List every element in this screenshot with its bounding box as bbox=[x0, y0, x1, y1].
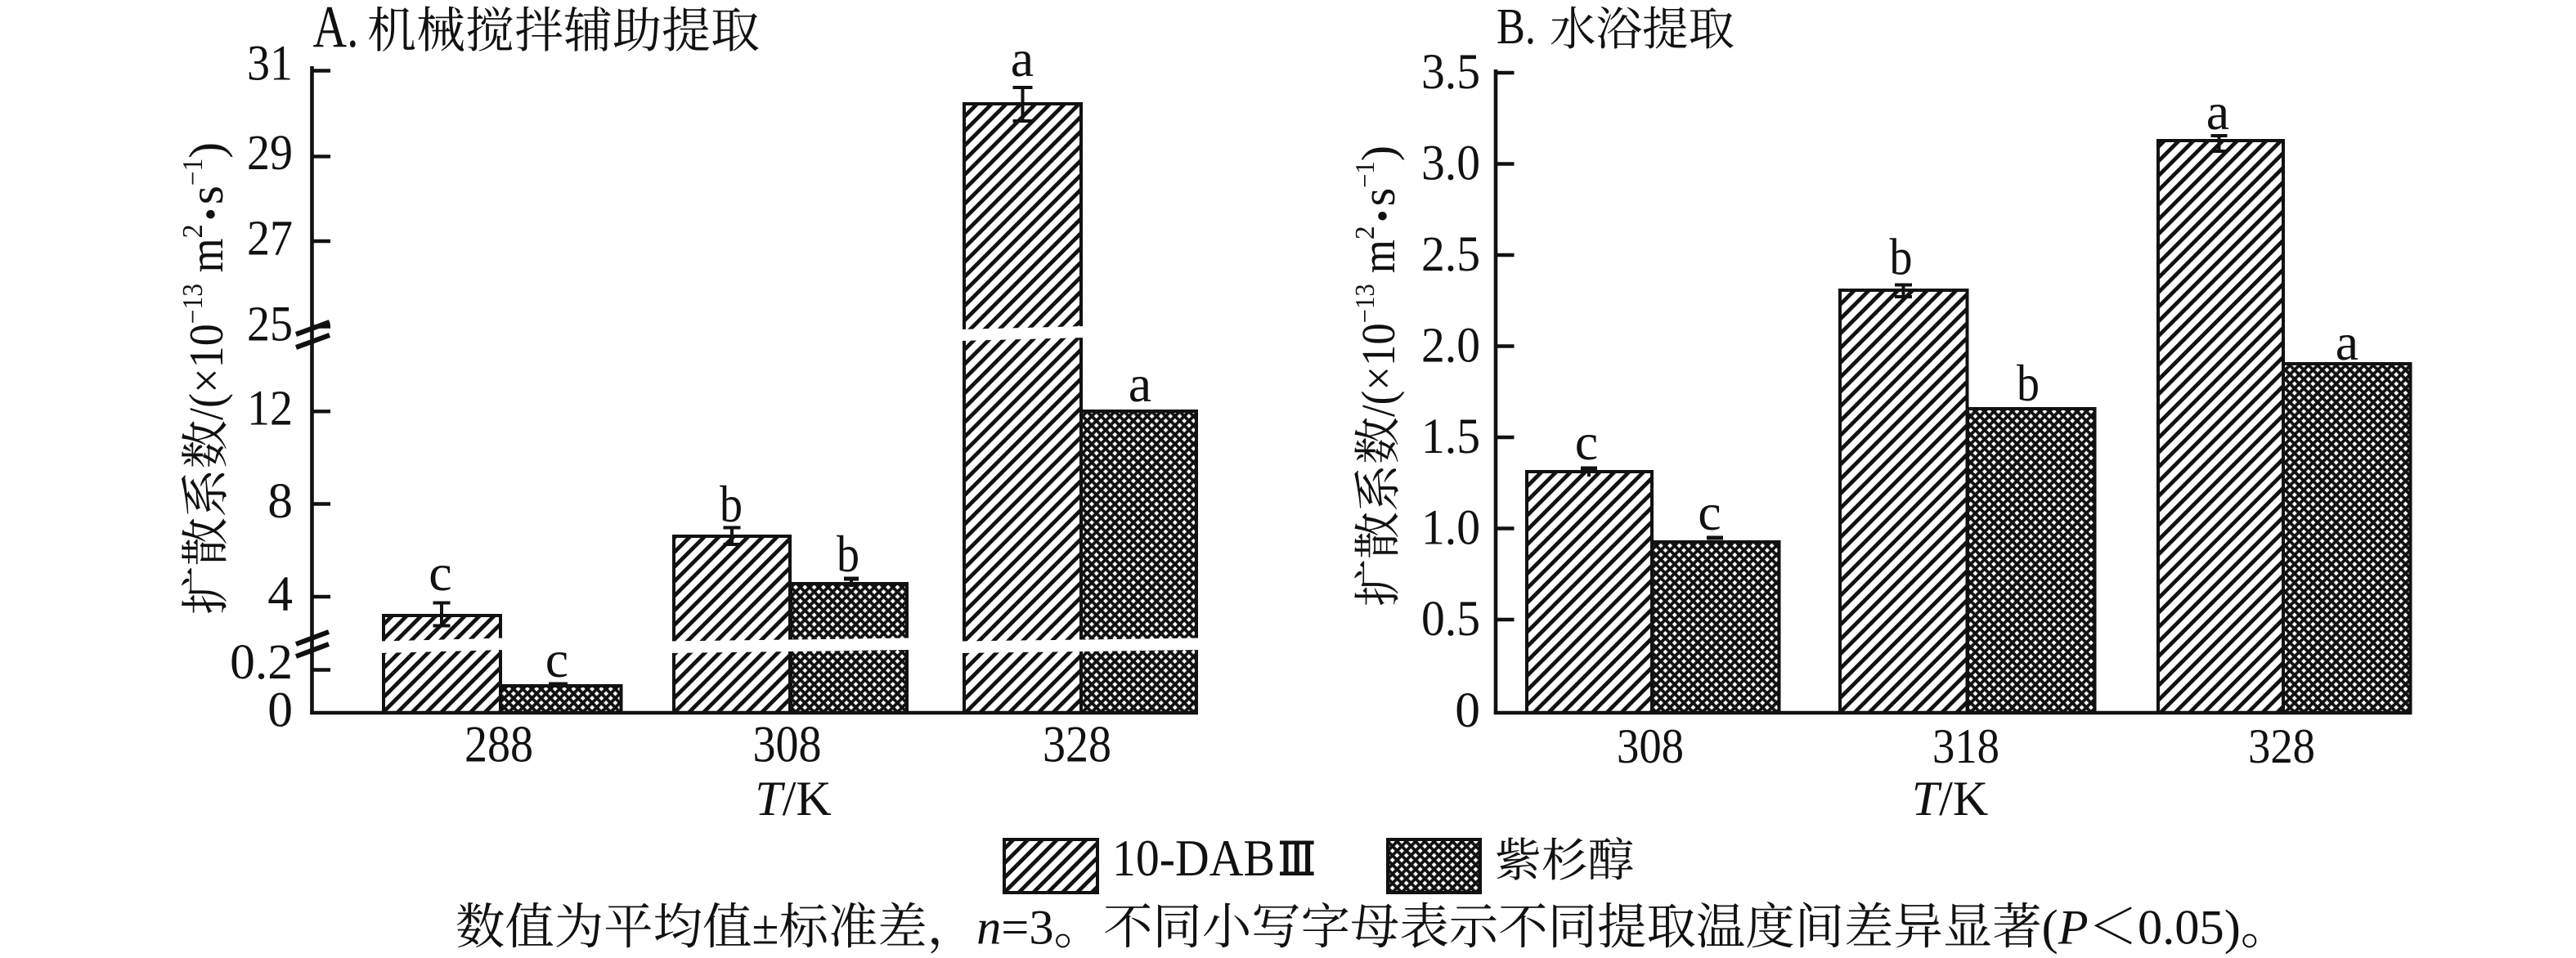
svg-text:n: n bbox=[976, 901, 1001, 955]
svg-text:0: 0 bbox=[267, 683, 293, 738]
svg-text:c: c bbox=[429, 544, 451, 602]
svg-text:12: 12 bbox=[247, 381, 293, 436]
svg-text:25: 25 bbox=[247, 297, 293, 352]
svg-text:−13: −13 bbox=[177, 284, 209, 324]
svg-text:): ) bbox=[1352, 145, 1405, 161]
svg-text:B.: B. bbox=[1497, 0, 1536, 55]
svg-text:10-DAB: 10-DAB bbox=[1112, 829, 1275, 887]
svg-text:27: 27 bbox=[247, 211, 293, 266]
svg-text:1.5: 1.5 bbox=[1421, 409, 1480, 464]
svg-text:29: 29 bbox=[247, 125, 293, 181]
svg-text:(: ( bbox=[2042, 901, 2058, 955]
svg-text:328: 328 bbox=[2248, 719, 2315, 773]
svg-text:308: 308 bbox=[1617, 719, 1684, 773]
svg-text:318: 318 bbox=[1932, 719, 1999, 773]
svg-text:8: 8 bbox=[267, 473, 293, 529]
svg-text:s: s bbox=[179, 186, 233, 204]
svg-text:2: 2 bbox=[177, 224, 209, 238]
svg-text:3.5: 3.5 bbox=[1421, 44, 1480, 100]
svg-text:a: a bbox=[1129, 355, 1151, 413]
svg-text:): ) bbox=[179, 142, 233, 159]
svg-text:308: 308 bbox=[753, 715, 822, 773]
svg-text:31: 31 bbox=[247, 36, 293, 92]
svg-text:c: c bbox=[545, 630, 568, 688]
svg-text:): ) bbox=[2224, 901, 2241, 955]
svg-text:P: P bbox=[2058, 901, 2089, 955]
svg-text:a: a bbox=[2336, 313, 2358, 371]
svg-text:a: a bbox=[1011, 29, 1034, 87]
svg-text:±: ± bbox=[752, 901, 779, 955]
svg-text:b: b bbox=[1890, 228, 1913, 286]
svg-text:=3: =3 bbox=[1001, 901, 1053, 955]
svg-text:−1: −1 bbox=[177, 159, 209, 186]
svg-text:b: b bbox=[837, 525, 859, 583]
svg-text:0.5: 0.5 bbox=[1421, 591, 1480, 647]
svg-text:b: b bbox=[720, 475, 743, 533]
svg-text:/K: /K bbox=[1939, 772, 1988, 826]
svg-text:−1: −1 bbox=[1350, 161, 1380, 188]
svg-text:T: T bbox=[755, 772, 785, 826]
svg-text:c: c bbox=[1698, 483, 1721, 541]
svg-text:/(×10: /(×10 bbox=[1352, 323, 1405, 417]
svg-text:c: c bbox=[1575, 413, 1598, 471]
svg-text:s: s bbox=[1352, 188, 1405, 207]
svg-text:2: 2 bbox=[1350, 226, 1380, 239]
svg-text:1.0: 1.0 bbox=[1421, 500, 1480, 556]
svg-text:328: 328 bbox=[1043, 715, 1111, 773]
svg-text:m: m bbox=[179, 238, 233, 284]
svg-text:T: T bbox=[1912, 772, 1942, 826]
svg-text:m: m bbox=[1352, 239, 1405, 284]
svg-text:A.: A. bbox=[313, 0, 359, 60]
svg-text:2.0: 2.0 bbox=[1421, 318, 1480, 374]
svg-text:2.5: 2.5 bbox=[1421, 226, 1480, 282]
svg-text:4: 4 bbox=[267, 566, 293, 622]
svg-text:0.2: 0.2 bbox=[230, 634, 293, 690]
svg-text:0.05: 0.05 bbox=[2138, 901, 2224, 955]
svg-text:b: b bbox=[2017, 354, 2040, 412]
svg-text:0: 0 bbox=[1455, 683, 1480, 738]
svg-text:3.0: 3.0 bbox=[1421, 136, 1480, 191]
svg-text:a: a bbox=[2206, 83, 2229, 141]
svg-text:288: 288 bbox=[464, 715, 533, 773]
svg-text:−13: −13 bbox=[1350, 284, 1380, 323]
svg-text:/(×10: /(×10 bbox=[179, 324, 233, 420]
svg-text:/K: /K bbox=[783, 772, 832, 826]
